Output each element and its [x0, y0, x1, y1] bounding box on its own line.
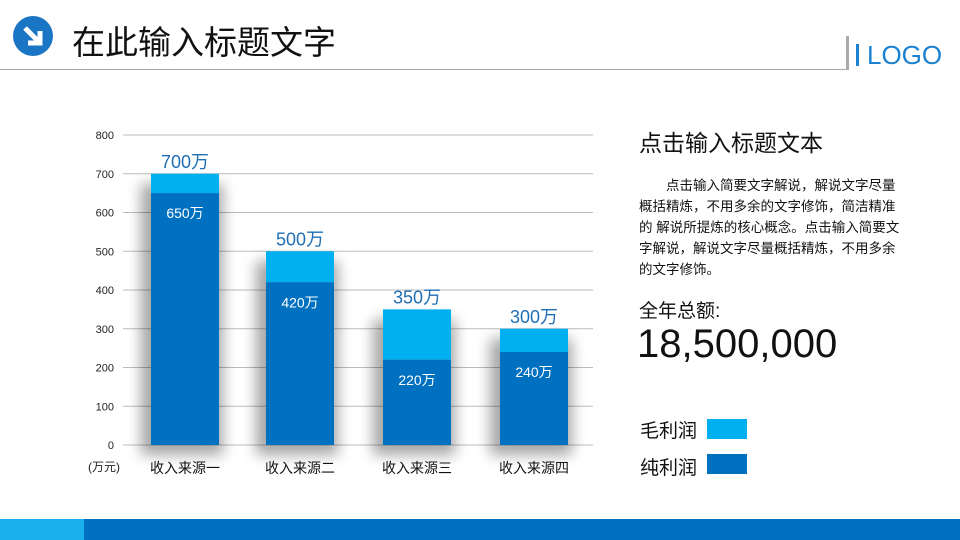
y-tick-label: 500 [96, 246, 114, 258]
footer-bar-accent [0, 519, 84, 540]
net-data-label: 240万 [515, 364, 552, 380]
x-tick-label: 收入来源一 [150, 460, 220, 476]
x-tick-label: 收入来源四 [499, 460, 569, 476]
bar-gross-profit [383, 309, 451, 360]
bar-net-profit [383, 359, 451, 445]
legend-label-net: 纯利润 [640, 458, 698, 479]
logo-divider [846, 36, 849, 70]
bar-net-profit [151, 193, 219, 445]
bar-gross-profit [151, 173, 219, 194]
page-title: 在此输入标题文字 [72, 24, 336, 61]
y-tick-label: 400 [96, 285, 114, 297]
logo: LOGO [856, 40, 942, 71]
footer-bar [84, 519, 960, 540]
legend-swatch-gross [707, 419, 747, 439]
total-label: 全年总额: [639, 301, 721, 322]
y-tick-label: 200 [96, 363, 114, 375]
bar-net-profit [266, 282, 334, 445]
header-divider [0, 69, 848, 70]
bar-net-profit [500, 352, 568, 445]
net-data-label: 650万 [166, 205, 203, 221]
y-tick-label: 700 [96, 169, 114, 181]
y-tick-label: 800 [96, 130, 114, 142]
x-tick-label: 收入来源二 [265, 460, 335, 476]
y-tick-label: 600 [96, 208, 114, 220]
arrow-down-right-circle-icon [13, 16, 53, 56]
y-axis-unit: (万元) [88, 460, 120, 474]
total-value: 18,500,000 [637, 322, 838, 366]
y-tick-label: 100 [96, 401, 114, 413]
total-data-label: 500万 [276, 229, 324, 249]
total-data-label: 700万 [161, 152, 209, 172]
total-data-label: 300万 [510, 307, 558, 327]
section-title: 点击输入标题文本 [639, 130, 823, 156]
legend-swatch-net [707, 454, 747, 474]
total-data-label: 350万 [393, 287, 441, 307]
bar-gross-profit [266, 251, 334, 283]
net-data-label: 420万 [281, 294, 318, 310]
y-tick-label: 0 [108, 440, 114, 452]
section-body: 点击输入简要文字解说，解说文字尽量概括精炼，不用多余的文字修饰，简洁精准的 解说… [639, 178, 900, 277]
net-data-label: 220万 [398, 372, 435, 388]
legend-label-gross: 毛利润 [640, 421, 698, 442]
x-tick-label: 收入来源三 [382, 460, 452, 476]
bar-gross-profit [500, 328, 568, 352]
y-tick-label: 300 [96, 324, 114, 336]
